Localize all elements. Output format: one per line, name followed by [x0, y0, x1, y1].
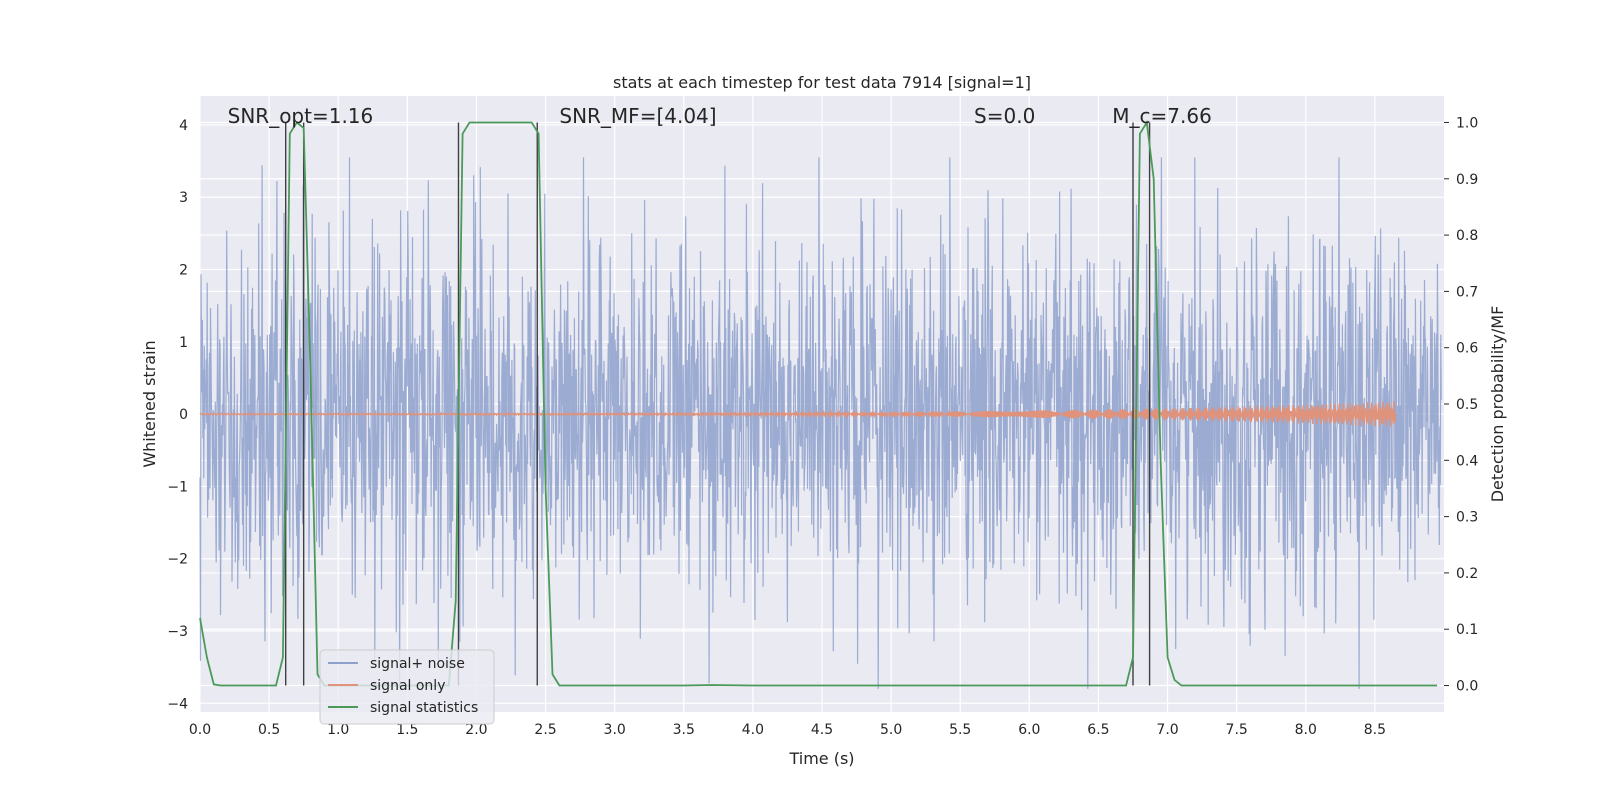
legend-box	[319, 649, 495, 725]
x-tick-label: 5.0	[880, 722, 902, 738]
y-tick-label: −1	[167, 479, 188, 495]
y-tick-label: 3	[179, 190, 188, 206]
x-tick-label: 2.0	[465, 722, 487, 738]
legend-label-stats: signal statistics	[370, 700, 478, 716]
y2-tick-labels: 0.0 0.1 0.2 0.3 0.4 0.5 0.6 0.7 0.8 0.9 1.0	[1456, 115, 1478, 694]
x-tick-label: 2.5	[534, 722, 556, 738]
signal-statistics-series	[199, 119, 1438, 687]
legend-label-signal: signal only	[370, 678, 445, 694]
y2-tick-label: 1.0	[1456, 115, 1478, 131]
x-tick-label: 3.0	[604, 722, 626, 738]
annotation: S=0.0	[974, 104, 1035, 128]
y-tick-label: −4	[167, 696, 188, 712]
legend: signal+ noise signal only signal statist…	[319, 649, 495, 725]
x-tick-label: 0.5	[258, 722, 280, 738]
y-tick-label: 1	[179, 335, 188, 351]
x-tick-label: 7.5	[1226, 722, 1248, 738]
x-tick-label: 3.5	[673, 722, 695, 738]
y-axis-label: Whitened strain	[140, 340, 159, 467]
x-tick-label: 8.5	[1364, 722, 1386, 738]
chart-title: stats at each timestep for test data 791…	[613, 73, 1031, 92]
series-line-signal-only	[199, 401, 1397, 427]
x-tick-label: 4.0	[742, 722, 764, 738]
y2-tick-label: 0.3	[1456, 510, 1478, 526]
x-tick-label: 1.5	[396, 722, 418, 738]
x-tick-label: 6.0	[1018, 722, 1040, 738]
signal-only-series	[199, 401, 1397, 427]
y-tick-labels: −4 −3 −2 −1 0 1 2 3 4	[167, 118, 188, 712]
x-tick-label: 1.0	[327, 722, 349, 738]
x-tick-label: 0.0	[189, 722, 211, 738]
annotation: M_c=7.66	[1112, 104, 1212, 128]
y2-tick-label: 0.0	[1456, 679, 1478, 695]
series-line-signal-statistics	[199, 119, 1438, 687]
y2-tick-label: 0.7	[1456, 284, 1478, 300]
y2-tick-label: 0.9	[1456, 172, 1478, 188]
y2-tick-label: 0.8	[1456, 228, 1478, 244]
x-tick-label: 4.5	[811, 722, 833, 738]
y2-tick-label: 0.1	[1456, 622, 1478, 638]
annotation: SNR_MF=[4.04]	[559, 104, 716, 128]
y2-tick-label: 0.5	[1456, 397, 1478, 413]
annotations: SNR_opt=1.16 SNR_MF=[4.04] S=0.0 M_c=7.66	[228, 104, 1212, 128]
x-axis-label: Time (s)	[788, 749, 854, 768]
legend-label-noise: signal+ noise	[370, 656, 465, 672]
x-tick-label: 5.5	[949, 722, 971, 738]
y2-axis-label: Detection probability/MF	[1488, 306, 1507, 503]
y-tick-label: 2	[179, 263, 188, 279]
y-tick-label: −2	[167, 552, 188, 568]
y-tick-label: 4	[179, 118, 188, 134]
y2-tick-label: 0.6	[1456, 341, 1478, 357]
series-line-signal-noise	[199, 157, 1442, 689]
x-tick-label: 8.0	[1295, 722, 1317, 738]
x-tick-label: 7.0	[1156, 722, 1178, 738]
signal-noise-series	[199, 157, 1442, 689]
annotation: SNR_opt=1.16	[228, 104, 374, 128]
x-tick-label: 6.5	[1087, 722, 1109, 738]
y-tick-label: 0	[179, 407, 188, 423]
y-tick-label: −3	[167, 624, 188, 640]
y2-tick-label: 0.2	[1456, 566, 1478, 582]
y2-tick-label: 0.4	[1456, 453, 1478, 469]
x-tick-labels: 0.0 0.5 1.0 1.5 2.0 2.5 3.0 3.5 4.0 4.5 5.0 5.5 6.0 6…	[189, 722, 1386, 738]
